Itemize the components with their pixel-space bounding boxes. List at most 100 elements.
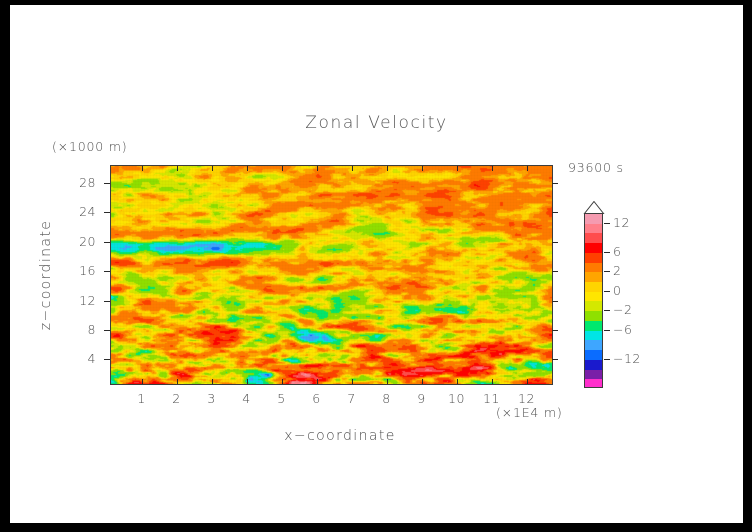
x-axis-tick: [351, 166, 353, 171]
y-axis-tick-label: 8: [87, 321, 96, 337]
y-axis-tick: [552, 300, 558, 302]
y-axis-tick-label: 16: [79, 263, 96, 279]
x-axis-tick: [141, 166, 143, 171]
x-axis-tick: [211, 166, 213, 171]
colorbar-tick: [604, 271, 610, 273]
colorbar-band: [585, 223, 602, 234]
x-axis-tick: [211, 379, 213, 384]
colorbar-tick-label: −12: [613, 350, 641, 366]
colorbar-tick: [604, 358, 610, 360]
colorbar-band: [585, 214, 602, 224]
x-axis-tick: [316, 379, 318, 384]
x-axis-tick: [421, 166, 423, 171]
y-axis-tick: [104, 329, 110, 331]
colorbar-tick-label: 2: [613, 263, 622, 279]
colorbar-band: [585, 301, 602, 312]
x-axis-tick-label: 2: [172, 391, 181, 406]
x-axis-tick: [246, 166, 248, 171]
x-axis-tick-label: 10: [448, 391, 465, 406]
x-axis-tick-label: 11: [483, 391, 500, 406]
colorbar-tick: [604, 251, 610, 253]
y-axis-title: z−coordinate: [38, 219, 54, 331]
y-axis-tick: [552, 182, 558, 184]
page-title: Zonal Velocity: [305, 113, 448, 133]
y-axis-tick: [552, 212, 558, 214]
x-axis-tick-label: 1: [137, 391, 146, 406]
colorbar-band: [585, 359, 602, 370]
y-axis-tick: [104, 182, 110, 184]
x-axis-tick: [176, 166, 178, 171]
y-axis-tick-label: 12: [79, 292, 96, 308]
colorbar-band: [585, 330, 602, 341]
x-axis-tick: [491, 379, 493, 384]
colorbar-tick-label: −2: [613, 302, 633, 318]
colorbar-band: [585, 272, 602, 283]
colorbar-band: [585, 350, 602, 360]
x-axis-title: x−coordinate: [284, 428, 396, 444]
x-axis-tick-label: 3: [207, 391, 216, 406]
x-axis-tick: [141, 379, 143, 384]
y-axis-tick: [104, 300, 110, 302]
x-axis-tick: [386, 379, 388, 384]
x-axis-tick-label: 5: [277, 391, 286, 406]
y-axis-tick-label: 28: [79, 174, 96, 190]
x-axis-tick: [421, 379, 423, 384]
colorbar-tick-label: 12: [613, 214, 630, 230]
colorbar-tick: [604, 222, 610, 224]
colorbar-tick: [604, 310, 610, 312]
y-axis-tick: [104, 359, 110, 361]
x-axis-tick: [491, 166, 493, 171]
colorbar-band: [585, 262, 602, 273]
colorbar-tick: [604, 290, 610, 292]
colorbar-tick-label: 6: [613, 243, 622, 259]
colorbar-bands: [584, 213, 603, 388]
colorbar-tick-label: 0: [613, 282, 622, 298]
y-axis-tick: [552, 329, 558, 331]
colorbar-band: [585, 369, 602, 380]
colorbar-tick: [604, 329, 610, 331]
y-axis-tick: [552, 271, 558, 273]
y-axis-tick: [552, 359, 558, 361]
x-axis-tick: [281, 379, 283, 384]
x-axis-unit-label: (×1E4 m): [496, 405, 563, 420]
colorbar-band: [585, 233, 602, 244]
x-axis-tick: [386, 166, 388, 171]
x-axis-tick: [456, 166, 458, 171]
x-axis-tick: [351, 379, 353, 384]
x-axis-tick: [456, 379, 458, 384]
x-axis-tick-label: 4: [242, 391, 251, 406]
x-axis-tick-label: 9: [417, 391, 426, 406]
colorbar-band: [585, 243, 602, 253]
y-axis-tick-label: 20: [79, 233, 96, 249]
x-axis-tick-label: 12: [518, 391, 535, 406]
x-axis-tick: [316, 166, 318, 171]
y-axis-tick: [104, 241, 110, 243]
colorbar-band: [585, 379, 602, 387]
colorbar-band: [585, 311, 602, 321]
timestamp-label: 93600 s: [568, 160, 624, 175]
x-axis-tick: [246, 379, 248, 384]
contour-plot-area: [110, 165, 553, 385]
y-axis-tick: [552, 241, 558, 243]
colorbar-band: [585, 282, 602, 292]
x-axis-tick: [526, 379, 528, 384]
x-axis-tick: [176, 379, 178, 384]
y-axis-tick: [104, 271, 110, 273]
colorbar-band: [585, 252, 602, 263]
colorbar-band: [585, 320, 602, 331]
y-axis-tick: [104, 212, 110, 214]
x-axis-tick: [526, 166, 528, 171]
x-axis-tick-label: 7: [347, 391, 356, 406]
colorbar-band: [585, 340, 602, 351]
x-axis-tick-label: 8: [382, 391, 391, 406]
colorbar: 12 6 2 0 −2 −6 −12: [583, 201, 640, 391]
y-axis-tick-label: 24: [79, 204, 96, 220]
y-axis-tick-label: 4: [87, 351, 96, 367]
velocity-field-image: [111, 166, 552, 384]
colorbar-band: [585, 291, 602, 302]
x-axis-tick: [281, 166, 283, 171]
x-axis-tick-label: 6: [312, 391, 321, 406]
colorbar-tick-label: −6: [613, 321, 633, 337]
